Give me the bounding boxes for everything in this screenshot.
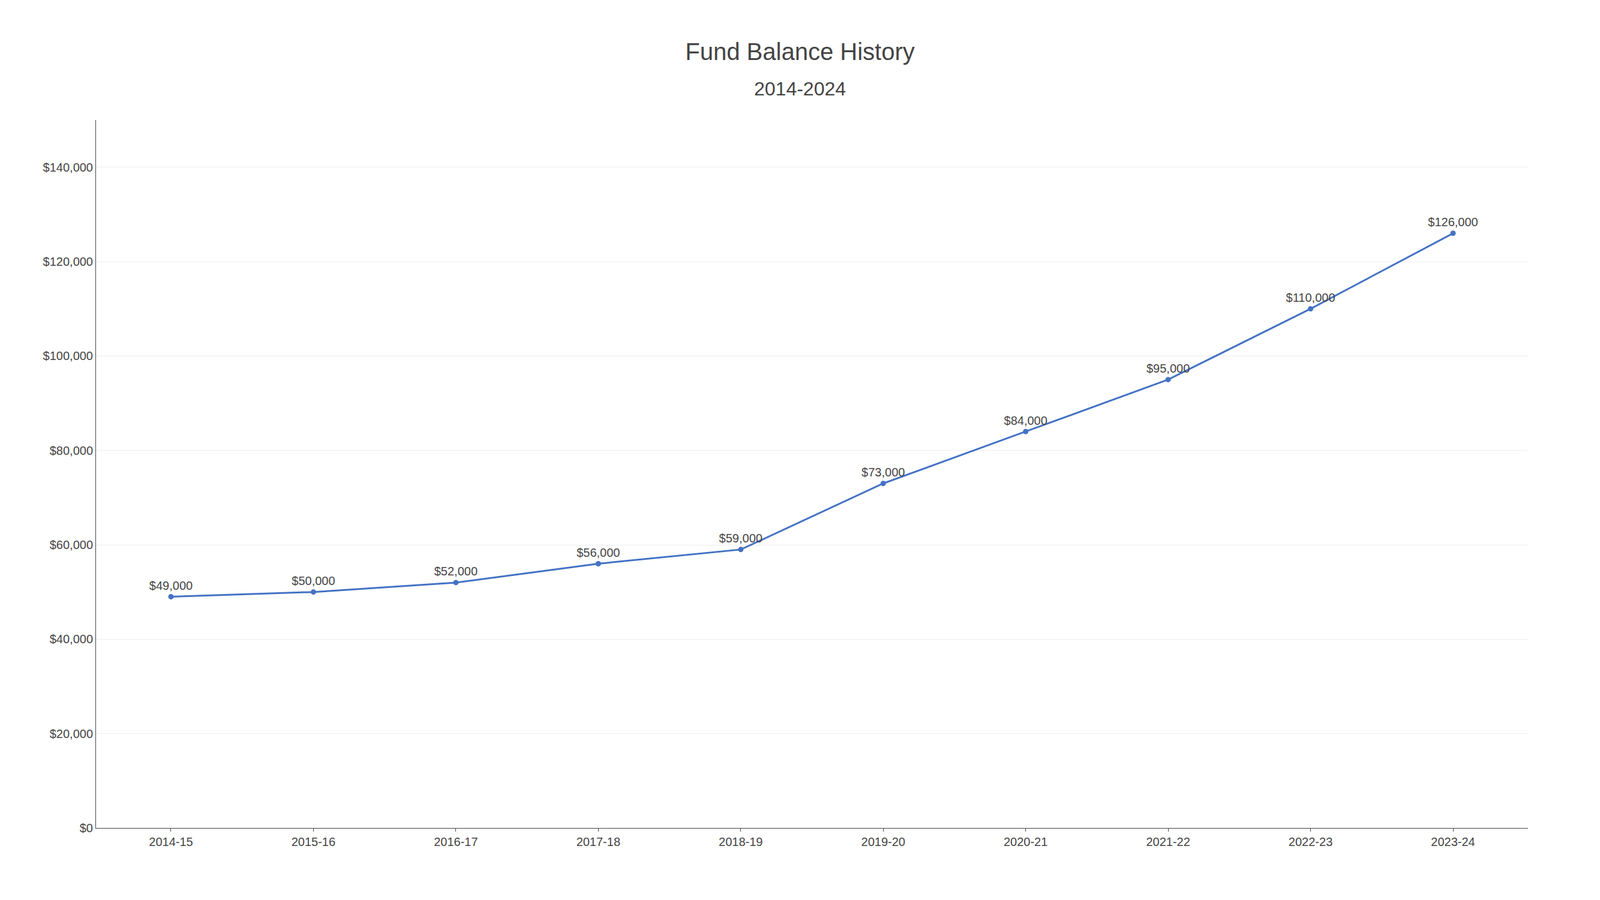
svg-text:$100,000: $100,000 [43, 349, 93, 363]
svg-text:2022-23: 2022-23 [1288, 835, 1333, 849]
svg-text:2015-16: 2015-16 [291, 835, 336, 849]
svg-text:2017-18: 2017-18 [576, 835, 621, 849]
svg-text:$0: $0 [79, 821, 93, 835]
svg-text:$84,000: $84,000 [1004, 413, 1048, 428]
svg-text:$140,000: $140,000 [43, 160, 93, 174]
svg-text:2014-2024: 2014-2024 [754, 77, 846, 100]
svg-text:$40,000: $40,000 [49, 632, 93, 646]
svg-text:2023-24: 2023-24 [1430, 835, 1475, 849]
svg-text:$56,000: $56,000 [576, 545, 620, 560]
svg-text:2014-15: 2014-15 [148, 835, 193, 849]
svg-text:Fund Balance History: Fund Balance History [685, 38, 915, 65]
svg-text:2018-19: 2018-19 [718, 835, 763, 849]
svg-text:$126,000: $126,000 [1427, 215, 1478, 229]
svg-text:$95,000: $95,000 [1146, 361, 1190, 375]
svg-text:$80,000: $80,000 [49, 443, 93, 458]
svg-text:2016-17: 2016-17 [433, 835, 478, 849]
svg-text:$60,000: $60,000 [49, 538, 93, 552]
svg-text:$50,000: $50,000 [291, 574, 335, 588]
svg-text:$20,000: $20,000 [49, 727, 93, 741]
svg-text:$59,000: $59,000 [719, 531, 763, 545]
svg-text:2019-20: 2019-20 [861, 835, 906, 849]
svg-text:2020-21: 2020-21 [1003, 835, 1048, 849]
svg-text:$52,000: $52,000 [434, 564, 478, 578]
svg-text:$73,000: $73,000 [861, 465, 905, 479]
svg-text:$120,000: $120,000 [43, 254, 93, 269]
svg-text:$49,000: $49,000 [149, 578, 193, 593]
svg-text:$110,000: $110,000 [1286, 290, 1336, 305]
svg-text:2021-22: 2021-22 [1145, 835, 1190, 849]
